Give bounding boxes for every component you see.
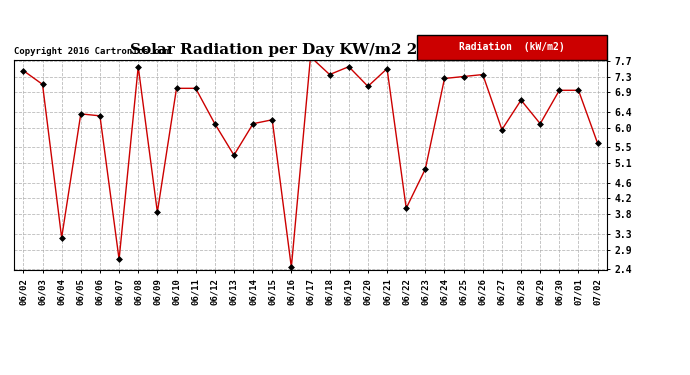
Title: Solar Radiation per Day KW/m2 20160702: Solar Radiation per Day KW/m2 20160702 (130, 44, 491, 57)
Text: Copyright 2016 Cartronics.com: Copyright 2016 Cartronics.com (14, 47, 170, 56)
Bar (417, 35, 607, 60)
Text: Radiation  (kW/m2): Radiation (kW/m2) (460, 42, 565, 52)
